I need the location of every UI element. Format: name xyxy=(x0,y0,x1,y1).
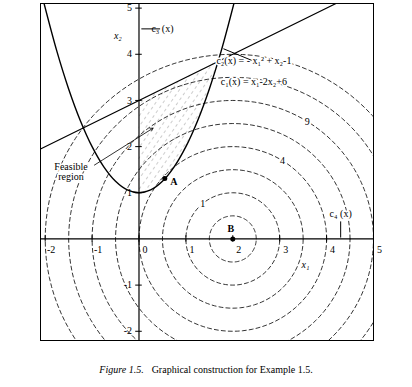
svg-text:x₁: x₁ xyxy=(301,259,310,270)
svg-text:2: 2 xyxy=(236,244,241,255)
html-text:Graphical construction for Exa: Graphical construction for Example 1.5. xyxy=(151,364,313,375)
svg-text:-2: -2 xyxy=(47,244,55,255)
svg-text:3: 3 xyxy=(283,244,288,255)
svg-text:5: 5 xyxy=(377,244,382,255)
html-text:Figure 1.5.: Figure 1.5. xyxy=(99,364,144,375)
svg-text:4: 4 xyxy=(280,155,285,166)
svg-text:9: 9 xyxy=(305,116,310,127)
svg-text:-2: -2 xyxy=(124,325,132,336)
svg-text:1: 1 xyxy=(189,244,194,255)
svg-text:0: 0 xyxy=(142,244,147,255)
svg-text:c₁(x) = x₁-2x₂+6: c₁(x) = x₁-2x₂+6 xyxy=(221,76,287,88)
svg-text:c₄ (x): c₄ (x) xyxy=(330,208,352,220)
svg-text:1: 1 xyxy=(127,187,132,198)
svg-text:-1: -1 xyxy=(124,279,132,290)
svg-text:3: 3 xyxy=(127,95,132,106)
svg-text:4: 4 xyxy=(330,244,335,255)
svg-text:Feasibleregion: Feasibleregion xyxy=(54,161,88,182)
svg-text:4: 4 xyxy=(127,48,132,59)
svg-text:B: B xyxy=(227,223,234,234)
svg-text:2: 2 xyxy=(127,141,132,152)
svg-text:c₃ (x): c₃ (x) xyxy=(151,23,174,35)
svg-text:1: 1 xyxy=(200,198,205,209)
svg-text:-1: -1 xyxy=(94,244,102,255)
svg-text:c₂(x) = - x₁² + x₂-1: c₂(x) = - x₁² + x₂-1 xyxy=(216,55,291,67)
svg-text:x₂: x₂ xyxy=(113,30,122,41)
svg-text:A: A xyxy=(170,176,178,187)
svg-text:5: 5 xyxy=(127,2,132,14)
